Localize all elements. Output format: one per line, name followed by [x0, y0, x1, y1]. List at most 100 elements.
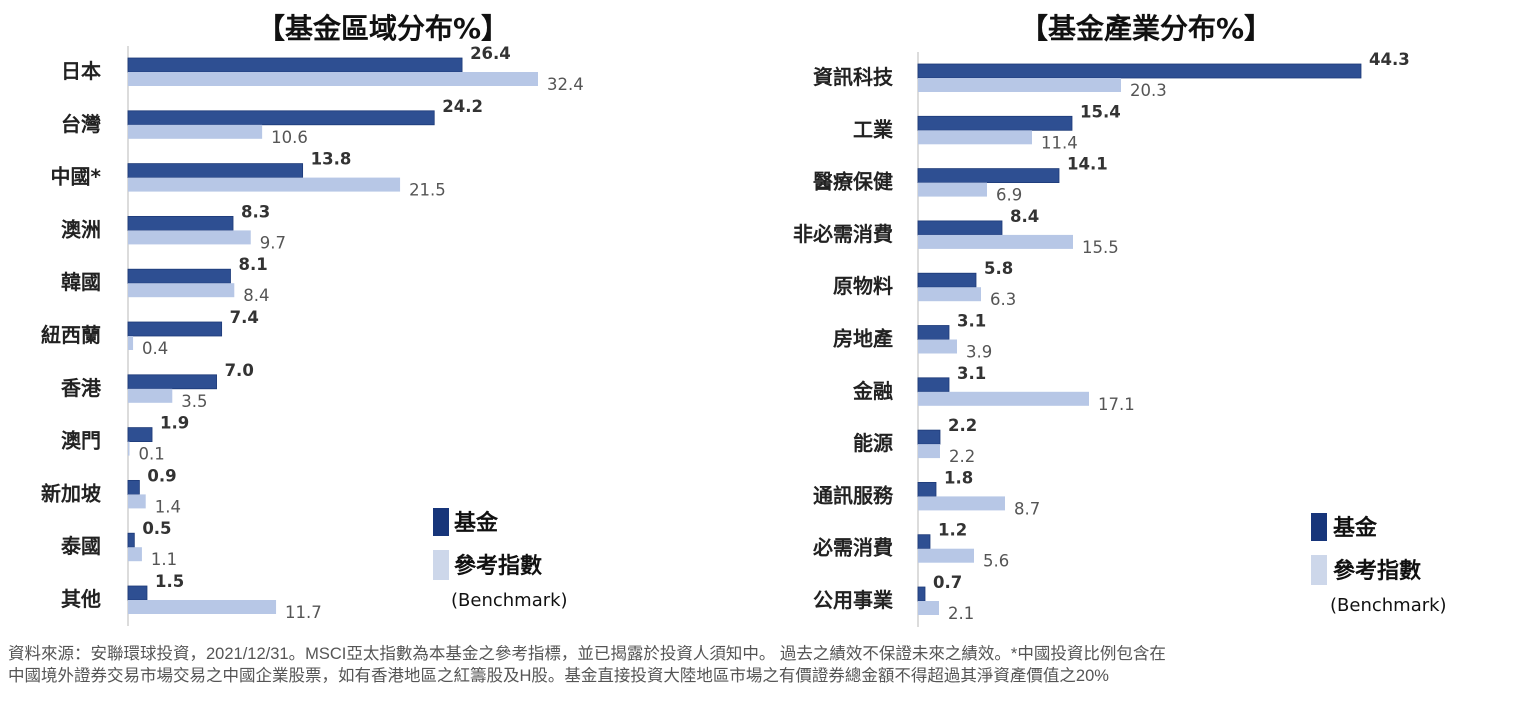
region-fund-bar [127, 57, 463, 73]
region-category-label: 泰國 [60, 534, 101, 558]
sector-fund-bar [917, 534, 931, 550]
sector-benchmark-value-label: 2.1 [948, 604, 974, 623]
sector-benchmark-value-label: 8.7 [1014, 499, 1040, 518]
region-benchmark-bar [128, 336, 134, 350]
region-benchmark-bar [128, 72, 538, 86]
sector-fund-value-label: 1.8 [944, 468, 973, 487]
sector-legend-benchmark-label: 參考指數 [1333, 558, 1421, 584]
sector-benchmark-value-label: 6.3 [990, 290, 1016, 309]
region-category-label: 韓國 [61, 270, 101, 294]
region-category-label: 台灣 [61, 112, 101, 136]
region-benchmark-value-label: 8.4 [243, 286, 269, 305]
footnote-line-2: 中國境外證券交易市場交易之中國企業股票，如有香港地區之紅籌股及H股。基金直接投資… [8, 667, 1109, 685]
region-fund-bar [127, 532, 135, 548]
region-legend-benchmark-swatch [433, 550, 449, 580]
region-fund-value-label: 1.9 [160, 414, 189, 433]
sector-category-label: 金融 [852, 379, 893, 403]
region-fund-bar [127, 479, 140, 495]
region-benchmark-value-label: 10.6 [271, 128, 308, 147]
region-legend-fund-label: 基金 [454, 510, 499, 536]
region-fund-value-label: 13.8 [311, 150, 352, 169]
region-fund-value-label: 0.9 [147, 466, 176, 485]
sector-legend-fund-label: 基金 [1333, 515, 1378, 541]
sector-category-label: 醫療保健 [813, 170, 893, 194]
region-fund-value-label: 8.1 [239, 255, 268, 274]
source-footnote: 資料來源：安聯環球投資，2021/12/31。MSCI亞太指數為本基金之參考指標… [8, 643, 1513, 687]
sector-fund-value-label: 8.4 [1010, 207, 1039, 226]
sector-category-label: 原物料 [833, 274, 893, 298]
sector-fund-bar [917, 377, 950, 393]
charts-canvas: 【基金區域分布%】日本 26.4 32.4 台灣 24.2 10.6 中國* 13.8 21.5… [41, 12, 1447, 627]
region-benchmark-value-label: 11.7 [285, 603, 322, 622]
region-category-label: 香港 [61, 376, 102, 400]
sector-benchmark-bar [918, 130, 1032, 145]
region-category-label: 新加坡 [41, 481, 102, 505]
sector-category-label: 能源 [853, 431, 893, 455]
region-benchmark-bar [128, 494, 146, 509]
sector-benchmark-bar [918, 182, 987, 197]
sector-benchmark-value-label: 15.5 [1082, 238, 1119, 257]
region-chart-title: 【基金區域分布%】 [257, 12, 509, 45]
region-fund-value-label: 7.4 [230, 308, 259, 327]
sector-fund-bar [917, 220, 1003, 236]
sector-benchmark-bar [918, 496, 1005, 511]
region-benchmark-value-label: 1.4 [155, 497, 181, 516]
region-fund-bar [127, 585, 148, 601]
region-fund-bar [127, 215, 234, 231]
sector-fund-bar [917, 325, 950, 340]
sector-benchmark-bar [918, 444, 940, 459]
sector-benchmark-bar [918, 78, 1121, 92]
sector-benchmark-value-label: 11.4 [1041, 133, 1078, 152]
sector-fund-value-label: 0.7 [933, 573, 962, 592]
region-fund-value-label: 8.3 [241, 202, 270, 221]
region-benchmark-bar [128, 600, 277, 614]
sector-category-label: 非必需消費 [793, 222, 893, 246]
sector-fund-bar [917, 115, 1073, 131]
sector-benchmark-bar [918, 234, 1073, 249]
sector-fund-bar [917, 168, 1060, 184]
sector-fund-bar [917, 481, 937, 497]
region-benchmark-bar [128, 441, 130, 456]
sector-fund-bar [917, 429, 941, 445]
region-fund-bar [127, 374, 217, 390]
region-benchmark-bar [128, 283, 235, 298]
sector-fund-bar [917, 272, 977, 288]
region-fund-bar [127, 427, 153, 443]
region-fund-value-label: 1.5 [155, 572, 184, 591]
region-benchmark-bar [128, 124, 263, 139]
sector-fund-value-label: 1.2 [938, 521, 967, 540]
sector-benchmark-bar [918, 287, 981, 302]
sector-legend-benchmark-sublabel: (Benchmark) [1330, 595, 1447, 616]
sector-category-label: 必需消費 [812, 536, 893, 560]
sector-category-label: 工業 [853, 117, 894, 141]
sector-benchmark-bar [918, 339, 957, 354]
sector-category-label: 公用事業 [813, 588, 894, 612]
sector-benchmark-value-label: 20.3 [1130, 81, 1167, 100]
sector-legend-benchmark-swatch [1311, 555, 1327, 585]
region-category-label: 日本 [61, 59, 101, 83]
region-benchmark-value-label: 9.7 [260, 233, 286, 252]
sector-fund-bar [917, 586, 926, 602]
sector-fund-value-label: 3.1 [957, 364, 986, 383]
region-category-label: 中國* [51, 165, 102, 189]
sector-benchmark-value-label: 5.6 [983, 552, 1009, 571]
region-benchmark-value-label: 21.5 [409, 181, 446, 200]
region-category-label: 其他 [61, 587, 101, 611]
sector-benchmark-bar [918, 548, 974, 563]
region-benchmark-bar [128, 388, 173, 403]
sector-category-label: 房地產 [833, 327, 893, 351]
region-benchmark-bar [128, 177, 401, 192]
region-fund-bar [127, 163, 304, 179]
sector-fund-value-label: 3.1 [957, 312, 986, 331]
sector-benchmark-value-label: 3.9 [966, 343, 992, 362]
region-legend-fund-swatch [433, 508, 449, 536]
sector-benchmark-bar [918, 601, 939, 615]
region-fund-bar [127, 268, 231, 284]
region-benchmark-value-label: 3.5 [181, 392, 207, 411]
sector-category-label: 資訊科技 [813, 65, 894, 89]
sector-fund-value-label: 5.8 [984, 259, 1013, 278]
sector-fund-bar [917, 63, 1362, 79]
region-benchmark-bar [128, 547, 142, 562]
region-benchmark-value-label: 0.1 [139, 445, 165, 464]
region-fund-value-label: 0.5 [142, 519, 171, 538]
